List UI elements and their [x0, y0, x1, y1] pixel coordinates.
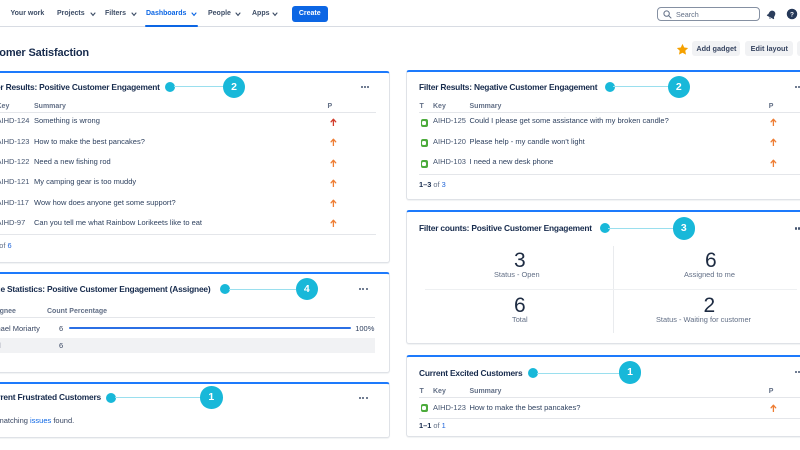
- svg-text:?: ?: [790, 12, 794, 19]
